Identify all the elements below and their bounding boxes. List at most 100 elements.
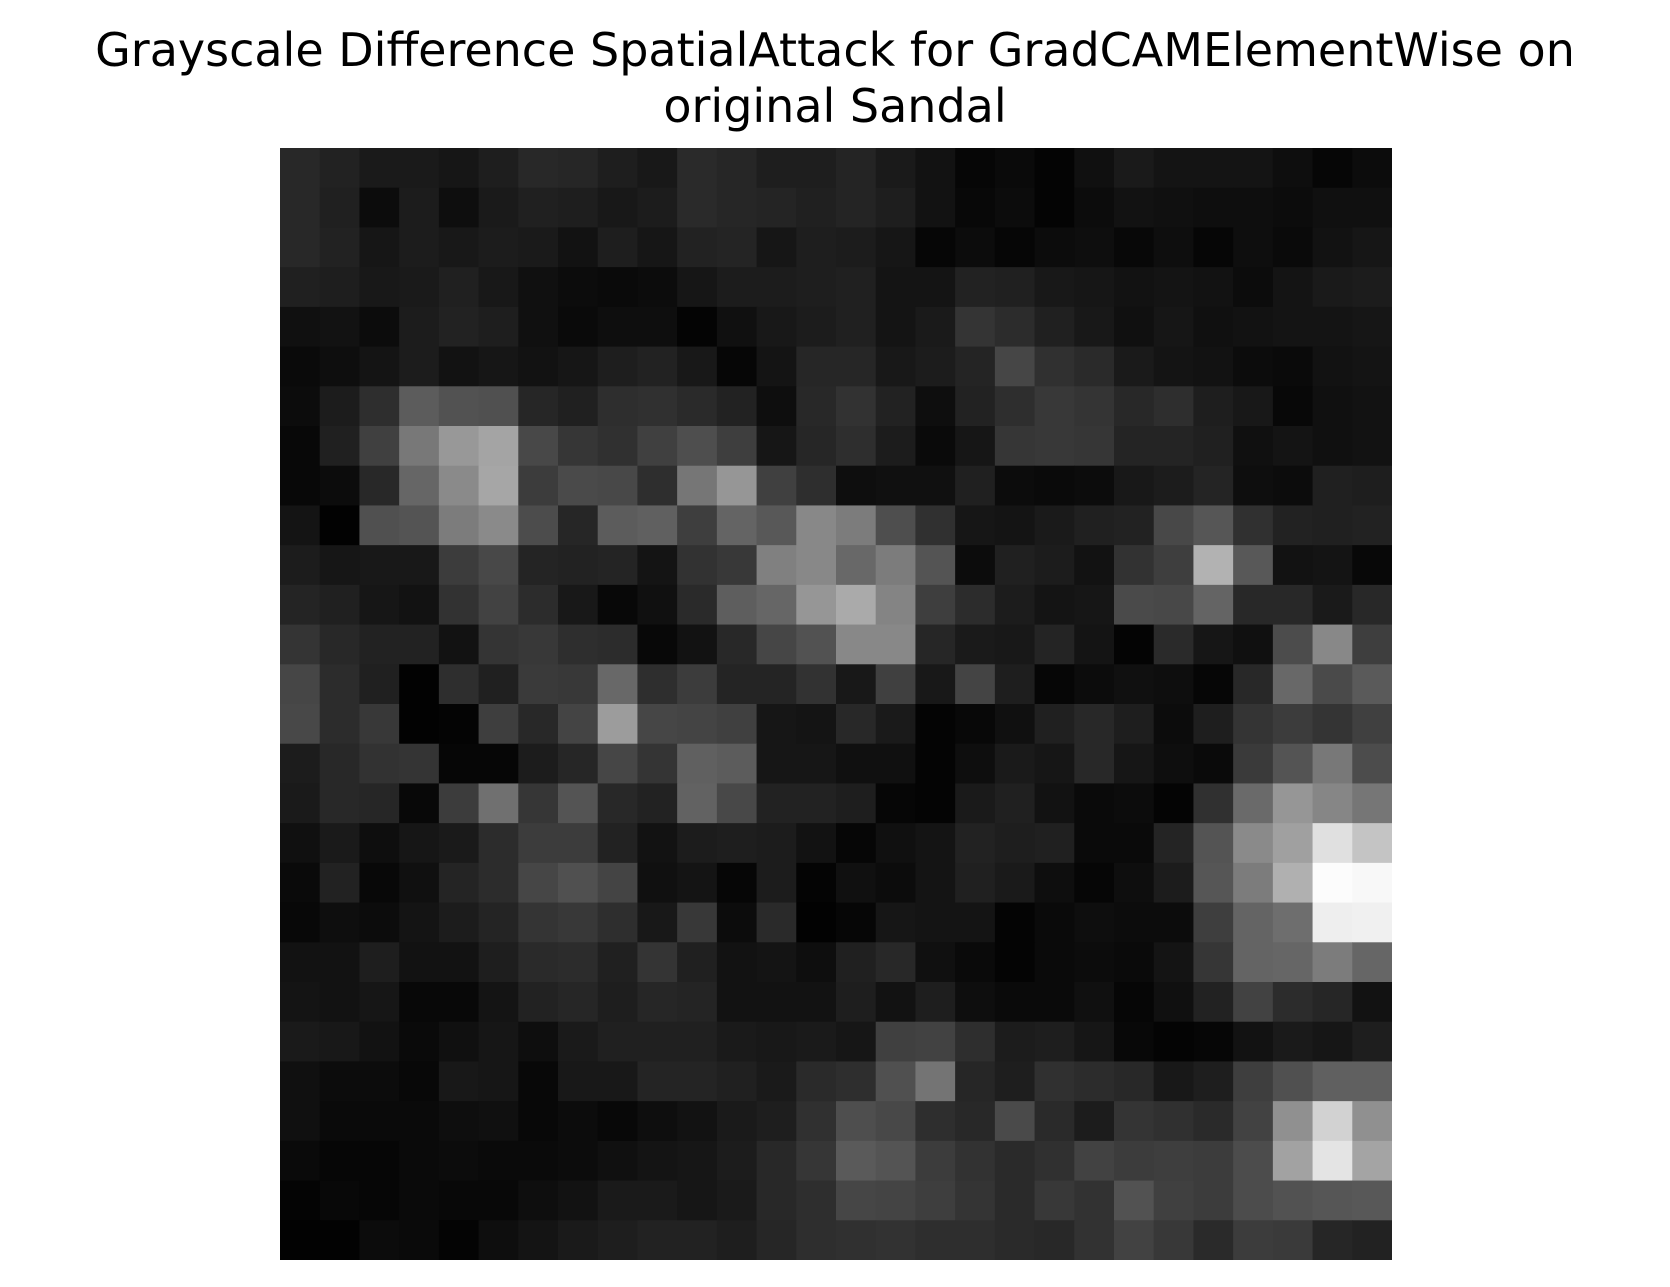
heatmap-cell-r6-c20 — [1074, 386, 1115, 427]
heatmap-cell-r18-c9 — [637, 862, 678, 904]
heatmap-cell-r16-c1 — [319, 783, 361, 824]
heatmap-cell-r2-c3 — [399, 227, 440, 268]
heatmap-cell-r13-c26 — [1312, 664, 1353, 705]
heatmap-cell-r5-c12 — [756, 346, 797, 387]
heatmap-cell-r26-c18 — [994, 1180, 1036, 1221]
heatmap-cell-r17-c13 — [796, 823, 837, 864]
heatmap-cell-r16-c20 — [1074, 783, 1115, 824]
heatmap-cell-r16-c24 — [1233, 783, 1274, 824]
heatmap-cell-r2-c23 — [1193, 227, 1234, 268]
heatmap-cell-r9-c24 — [1233, 505, 1274, 546]
heatmap-cell-r21-c24 — [1233, 982, 1274, 1023]
heatmap-cell-r13-c13 — [796, 664, 837, 705]
heatmap-cell-r11-c5 — [478, 584, 519, 626]
heatmap-cell-r4-c8 — [597, 306, 639, 348]
heatmap-cell-r11-c19 — [1034, 584, 1075, 626]
heatmap-cell-r23-c20 — [1074, 1061, 1115, 1102]
heatmap-cell-r25-c24 — [1233, 1140, 1274, 1182]
heatmap-cell-r23-c6 — [518, 1061, 559, 1102]
heatmap-cell-r11-c2 — [359, 584, 400, 626]
heatmap-cell-r23-c2 — [359, 1061, 400, 1102]
heatmap-cell-r20-c20 — [1074, 942, 1115, 983]
heatmap-cell-r24-c6 — [518, 1101, 559, 1142]
heatmap-cell-r25-c2 — [359, 1140, 400, 1182]
heatmap-cell-r2-c22 — [1153, 227, 1195, 268]
heatmap-cell-r12-c12 — [756, 624, 797, 665]
heatmap-cell-r11-c1 — [319, 584, 361, 626]
heatmap-cell-r11-c16 — [915, 584, 956, 626]
heatmap-cell-r10-c18 — [994, 545, 1036, 586]
heatmap-cell-r0-c1 — [319, 148, 361, 189]
heatmap-cell-r7-c2 — [359, 426, 400, 467]
heatmap-cell-r9-c17 — [955, 505, 996, 546]
heatmap-cell-r9-c7 — [558, 505, 599, 546]
heatmap-cell-r18-c6 — [518, 862, 559, 904]
heatmap-cell-r22-c9 — [637, 1021, 678, 1063]
heatmap-cell-r3-c14 — [836, 267, 877, 308]
heatmap-cell-r22-c11 — [716, 1021, 758, 1063]
heatmap-cell-r8-c1 — [319, 465, 361, 507]
heatmap-cell-r20-c14 — [836, 942, 877, 983]
heatmap-cell-r18-c20 — [1074, 862, 1115, 904]
heatmap-cell-r13-c11 — [716, 664, 758, 705]
heatmap-cell-r18-c8 — [597, 862, 639, 904]
heatmap-cell-r23-c5 — [478, 1061, 519, 1102]
heatmap-cell-r23-c19 — [1034, 1061, 1075, 1102]
heatmap-cell-r26-c5 — [478, 1180, 519, 1221]
heatmap-cell-r25-c1 — [319, 1140, 361, 1182]
heatmap-cell-r5-c8 — [597, 346, 639, 387]
heatmap-cell-r14-c18 — [994, 704, 1036, 745]
heatmap-cell-r9-c6 — [518, 505, 559, 546]
heatmap-cell-r12-c7 — [558, 624, 599, 665]
heatmap-cell-r20-c9 — [637, 942, 678, 983]
heatmap-cell-r24-c13 — [796, 1101, 837, 1142]
heatmap-cell-r13-c4 — [438, 664, 480, 705]
heatmap-cell-r16-c26 — [1312, 783, 1353, 824]
heatmap-cell-r4-c22 — [1153, 306, 1195, 348]
heatmap-cell-r13-c17 — [955, 664, 996, 705]
heatmap-cell-r19-c16 — [915, 902, 956, 943]
heatmap-cell-r15-c8 — [597, 743, 639, 785]
heatmap-cell-r15-c23 — [1193, 743, 1234, 785]
heatmap-cell-r16-c18 — [994, 783, 1036, 824]
heatmap-cell-r9-c0 — [280, 505, 321, 546]
heatmap-cell-r3-c9 — [637, 267, 678, 308]
heatmap-cell-r18-c3 — [399, 862, 440, 904]
heatmap-cell-r24-c27 — [1352, 1101, 1392, 1142]
heatmap-cell-r5-c27 — [1352, 346, 1392, 387]
heatmap-cell-r14-c15 — [875, 704, 917, 745]
heatmap-cell-r14-c21 — [1114, 704, 1155, 745]
heatmap-cell-r4-c11 — [716, 306, 758, 348]
heatmap-cell-r1-c7 — [558, 187, 599, 229]
heatmap-cell-r11-c4 — [438, 584, 480, 626]
heatmap-cell-r12-c18 — [994, 624, 1036, 665]
heatmap-cell-r5-c22 — [1153, 346, 1195, 387]
heatmap-cell-r22-c16 — [915, 1021, 956, 1063]
heatmap-cell-r10-c24 — [1233, 545, 1274, 586]
heatmap-cell-r11-c27 — [1352, 584, 1392, 626]
heatmap-cell-r12-c16 — [915, 624, 956, 665]
heatmap-cell-r11-c22 — [1153, 584, 1195, 626]
heatmap-cell-r7-c13 — [796, 426, 837, 467]
heatmap-cell-r22-c14 — [836, 1021, 877, 1063]
heatmap-cell-r24-c20 — [1074, 1101, 1115, 1142]
heatmap-cell-r10-c3 — [399, 545, 440, 586]
heatmap-cell-r27-c21 — [1114, 1220, 1155, 1260]
heatmap-cell-r5-c7 — [558, 346, 599, 387]
heatmap-cell-r9-c22 — [1153, 505, 1195, 546]
heatmap-cell-r4-c4 — [438, 306, 480, 348]
heatmap-cell-r14-c14 — [836, 704, 877, 745]
heatmap-cell-r14-c22 — [1153, 704, 1195, 745]
heatmap-cell-r13-c5 — [478, 664, 519, 705]
heatmap-cell-r25-c14 — [836, 1140, 877, 1182]
heatmap-cell-r10-c26 — [1312, 545, 1353, 586]
heatmap-cell-r6-c17 — [955, 386, 996, 427]
heatmap-cell-r18-c7 — [558, 862, 599, 904]
heatmap-cell-r14-c26 — [1312, 704, 1353, 745]
heatmap-cell-r20-c2 — [359, 942, 400, 983]
heatmap-cell-r21-c25 — [1272, 982, 1314, 1023]
heatmap-cell-r2-c10 — [677, 227, 718, 268]
heatmap-cell-r9-c12 — [756, 505, 797, 546]
heatmap-cell-r25-c12 — [756, 1140, 797, 1182]
heatmap-cell-r24-c1 — [319, 1101, 361, 1142]
